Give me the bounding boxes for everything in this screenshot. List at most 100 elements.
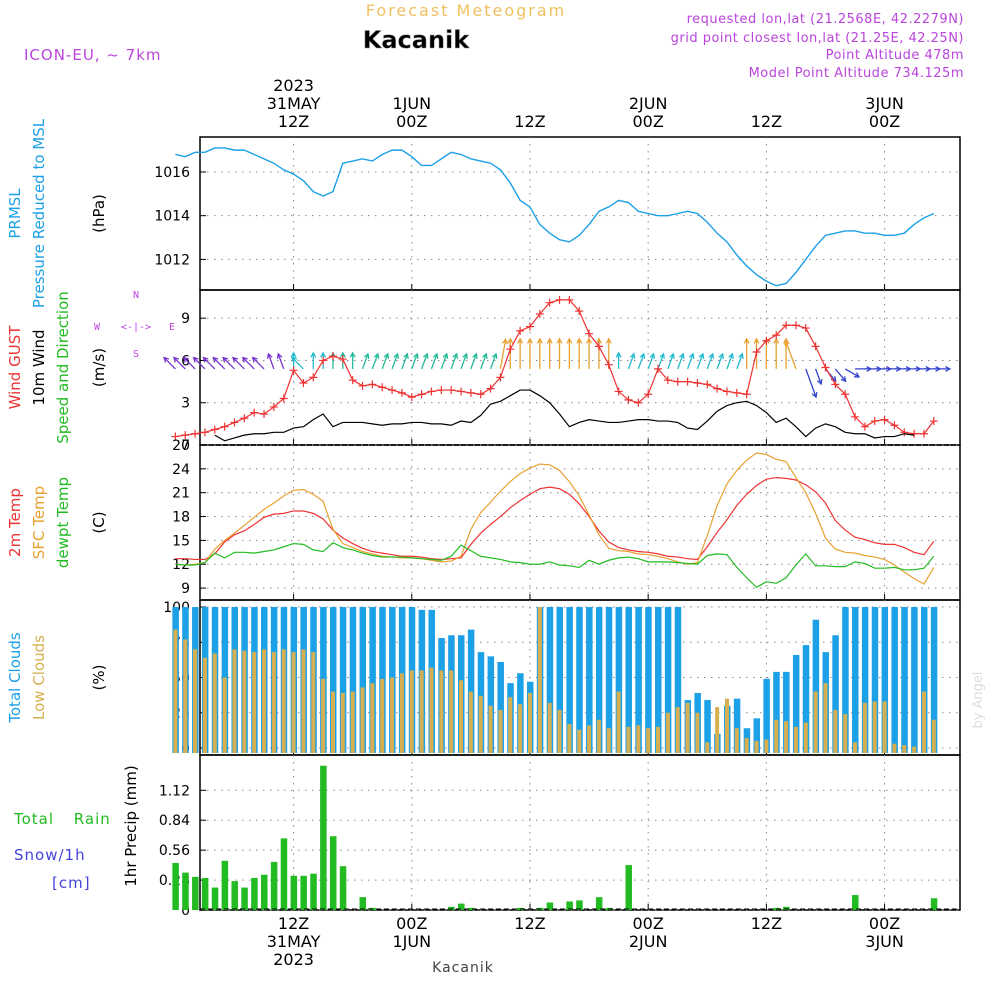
bar-total-rain: [359, 897, 367, 910]
wind-arrow: [391, 352, 399, 370]
bar-total-rain: [930, 898, 938, 910]
bar-low-clouds: [173, 629, 178, 753]
y-tick-label: 15: [172, 533, 190, 549]
panel-unit: 1hr Precip (mm): [122, 765, 140, 886]
bar-low-clouds: [399, 673, 404, 753]
gust-point: [821, 363, 830, 372]
top-time-label: 12Z: [514, 112, 545, 131]
gust-point: [309, 373, 318, 382]
bar-total-clouds: [753, 718, 761, 753]
y-tick-label: 9: [181, 311, 190, 327]
y-tick-label: 0.84: [159, 813, 190, 829]
bar-low-clouds: [252, 652, 257, 753]
bottom-time-label: 2JUN: [629, 932, 668, 951]
top-time-label: 00Z: [396, 112, 427, 131]
wind-arrow: [489, 352, 498, 370]
gust-point: [752, 348, 761, 356]
bar-low-clouds: [429, 667, 434, 753]
bar-low-clouds: [685, 702, 690, 753]
y-tick-label: 9: [181, 581, 190, 597]
bar-total-rain: [290, 875, 298, 910]
bar-low-clouds: [262, 649, 267, 753]
wind-arrow: [627, 352, 636, 370]
bar-total-clouds: [546, 607, 554, 753]
bar-total-clouds: [901, 607, 908, 753]
gust-point: [624, 395, 633, 404]
panel-label: 10m Wind: [30, 329, 48, 405]
wind-arrow: [743, 337, 750, 369]
bar-low-clouds: [724, 698, 729, 753]
bar-total-clouds: [920, 607, 928, 753]
gust-point: [516, 326, 525, 335]
bar-low-clouds: [557, 709, 562, 753]
bar-low-clouds: [784, 721, 789, 753]
gust-point: [457, 387, 466, 396]
wind-arrow: [507, 337, 514, 369]
bar-low-clouds: [547, 702, 552, 753]
bar-total-rain: [211, 887, 219, 910]
bar-total-clouds: [615, 607, 623, 753]
bar-low-clouds: [646, 728, 651, 753]
series-line-prmsl: [175, 147, 935, 287]
bar-total-clouds: [576, 607, 583, 753]
panel-frame: [199, 444, 961, 601]
bar-total-rain: [339, 866, 347, 910]
bar-total-clouds: [586, 607, 593, 753]
bar-low-clouds: [222, 677, 227, 753]
wind-arrow: [556, 337, 563, 369]
y-tick-label: 21: [172, 486, 190, 502]
bar-total-rain: [172, 862, 179, 910]
gust-point: [447, 386, 456, 395]
gust-point: [506, 345, 515, 354]
bar-total-rain: [201, 877, 209, 910]
top-time-label: 2023: [273, 76, 314, 95]
gust-point: [348, 376, 357, 385]
gust-point: [811, 342, 820, 351]
bar-low-clouds: [695, 712, 700, 753]
bar-low-clouds: [813, 691, 818, 753]
bar-total-clouds: [783, 671, 790, 753]
bar-low-clouds: [744, 738, 749, 753]
bottom-time-label: 00Z: [396, 914, 427, 933]
top-time-label: 12Z: [751, 112, 782, 131]
gust-point: [368, 380, 377, 389]
gust-point: [890, 421, 899, 430]
gust-point: [250, 408, 259, 417]
bottom-time-label: 00Z: [633, 914, 664, 933]
top-time-label: 2JUN: [629, 94, 668, 113]
gust-point: [673, 377, 682, 386]
bottom-time-label: 2023: [273, 950, 314, 969]
wind-arrow: [716, 352, 724, 370]
bar-low-clouds: [390, 677, 395, 753]
panel-label: Speed and Direction: [54, 291, 72, 444]
bar-total-rain: [231, 881, 238, 910]
bar-low-clouds: [271, 652, 276, 753]
bar-total-clouds: [861, 607, 869, 753]
footer-location: Kacanik: [432, 960, 494, 976]
gust-point: [831, 380, 840, 389]
watermark: by Angel: [971, 671, 986, 728]
panel-label: dewpt Temp: [54, 477, 72, 568]
bar-total-clouds: [566, 607, 573, 753]
bar-low-clouds: [931, 719, 936, 753]
bar-low-clouds: [921, 691, 926, 753]
panel-label: Total Clouds: [6, 632, 24, 724]
grid-point-coords: grid point closest lon,lat (21.25E, 42.2…: [671, 31, 964, 46]
bar-low-clouds: [449, 670, 454, 753]
bar-total-rain: [783, 906, 790, 910]
bar-low-clouds: [537, 607, 542, 753]
bar-total-clouds: [911, 607, 918, 753]
y-tick-label: 0: [181, 903, 190, 919]
bar-low-clouds: [439, 670, 444, 753]
model-label: ICON-EU, ~ 7km: [24, 46, 162, 64]
panel-label: Total Rain: [13, 810, 111, 828]
series-line-dewpt: [175, 542, 935, 589]
bar-low-clouds: [892, 743, 897, 753]
wind-arrow: [933, 365, 952, 372]
gust-point: [900, 428, 909, 437]
wind-arrow: [401, 352, 409, 370]
wind-arrow: [517, 337, 524, 369]
y-tick-label: 0.56: [159, 843, 190, 859]
wind-arrow: [536, 337, 543, 369]
bar-low-clouds: [636, 725, 641, 753]
